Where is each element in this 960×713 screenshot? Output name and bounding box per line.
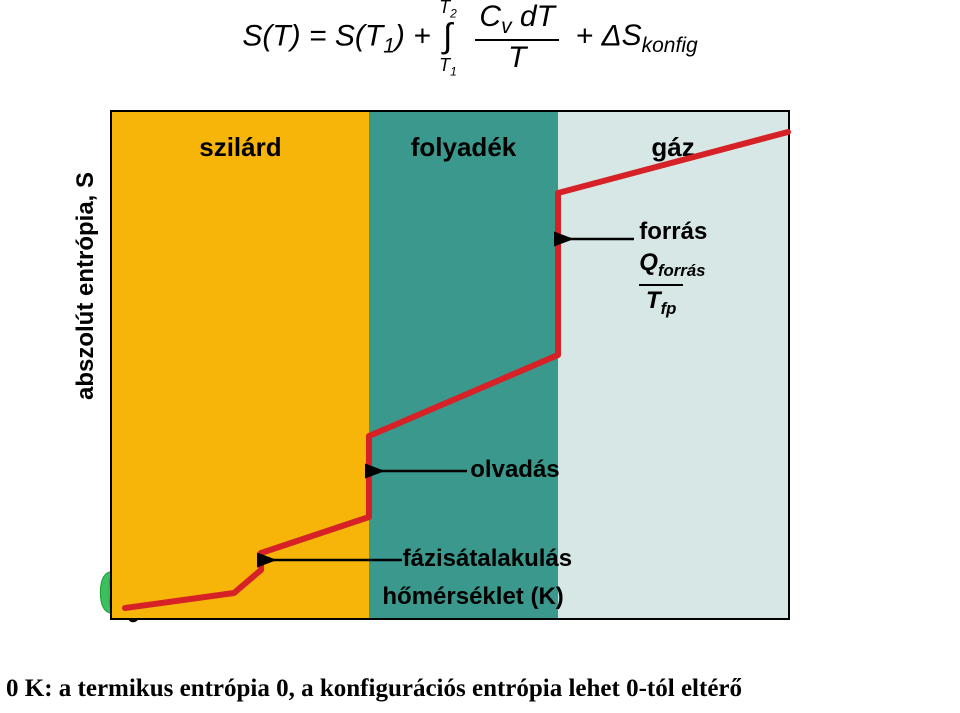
annot-boiling-1: forrás bbox=[639, 218, 707, 246]
annot-boiling-3: Tfp bbox=[639, 284, 683, 319]
x-axis-label: hőmérséklet (K) bbox=[382, 583, 563, 611]
entropy-curve bbox=[125, 132, 788, 608]
annot-phase-transition: fázisátalakulás bbox=[403, 545, 572, 573]
annot-boiling-2: Qforrás bbox=[639, 249, 705, 281]
overlay-svg bbox=[112, 112, 788, 618]
footer-caption: 0 K: a termikus entrópia 0, a konfigurác… bbox=[0, 675, 960, 703]
entropy-phase-chart: szilárd folyadék gáz olvadás fázisátalak… bbox=[110, 110, 790, 620]
y-axis-label: abszolút entrópia, S bbox=[72, 172, 100, 400]
annot-melting: olvadás bbox=[470, 456, 559, 484]
entropy-formula: S(T) = S(T1) + T2 ∫ T1 Cv dT T + ΔSkonfi… bbox=[240, 0, 700, 75]
